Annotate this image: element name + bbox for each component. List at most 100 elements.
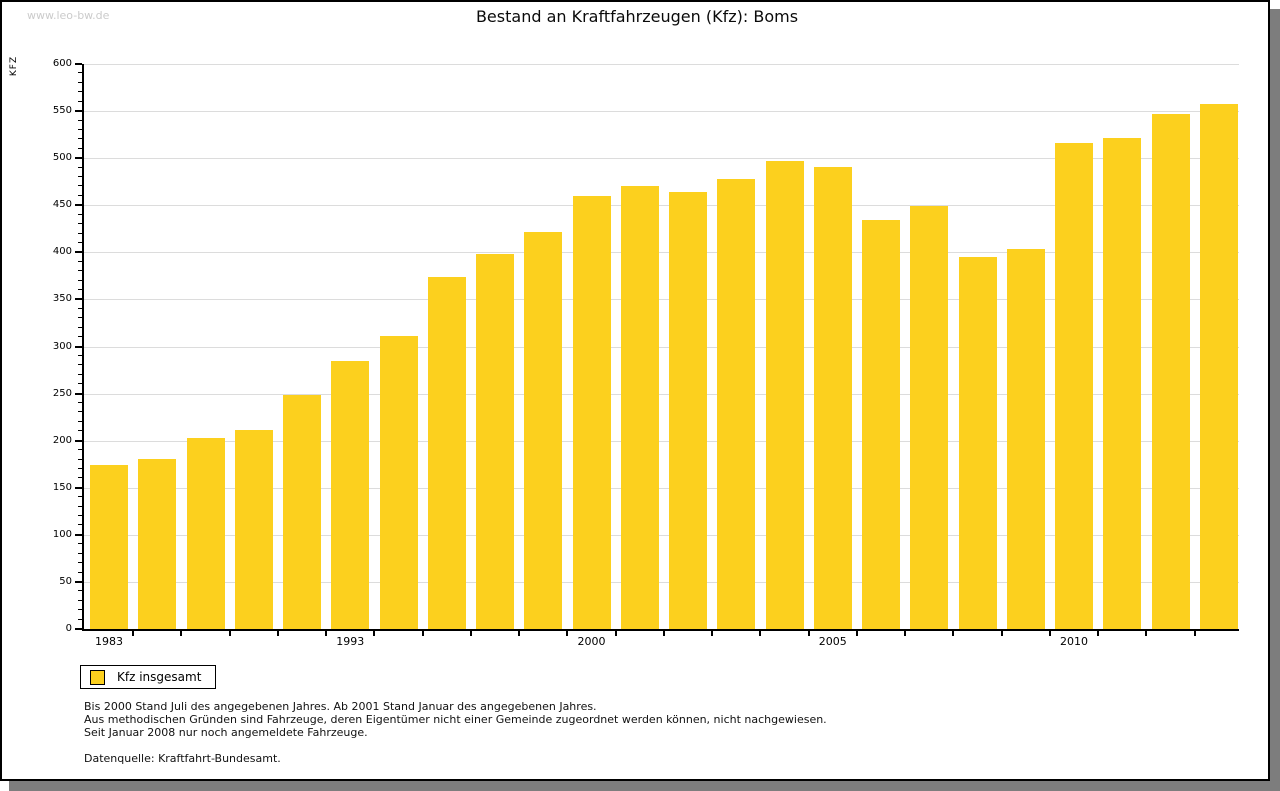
bar bbox=[1103, 138, 1142, 629]
bar bbox=[669, 192, 707, 629]
x-boundary-tick bbox=[132, 631, 134, 636]
y-minor-tick bbox=[78, 354, 82, 356]
x-tick-label: 2005 bbox=[818, 635, 847, 648]
y-minor-tick bbox=[78, 336, 82, 338]
gridline bbox=[84, 346, 1239, 348]
bar bbox=[379, 336, 418, 629]
y-minor-tick bbox=[78, 326, 82, 328]
y-major-tick bbox=[75, 345, 82, 348]
gridline bbox=[84, 205, 1239, 207]
bar bbox=[138, 458, 177, 629]
x-boundary-tick bbox=[711, 631, 713, 636]
y-minor-tick bbox=[78, 552, 82, 554]
y-minor-tick bbox=[78, 420, 82, 422]
y-minor-tick bbox=[78, 72, 82, 74]
y-tick-label: 550 bbox=[52, 105, 72, 117]
x-boundary-tick bbox=[469, 631, 472, 636]
x-boundary-tick bbox=[952, 631, 955, 636]
bar bbox=[572, 195, 611, 629]
gridline bbox=[84, 111, 1239, 113]
y-minor-tick bbox=[78, 185, 82, 187]
gridline bbox=[84, 487, 1239, 489]
y-minor-tick bbox=[78, 128, 82, 130]
chart-title: Bestand an Kraftfahrzeugen (Kfz): Boms bbox=[475, 7, 799, 26]
x-boundary-tick bbox=[566, 631, 569, 636]
y-major-tick bbox=[75, 628, 82, 630]
bar bbox=[1199, 103, 1238, 629]
y-tick-label: 350 bbox=[52, 293, 72, 305]
y-minor-tick bbox=[78, 279, 82, 281]
y-minor-tick bbox=[78, 590, 82, 592]
y-tick-label: 600 bbox=[52, 58, 72, 69]
y-minor-tick bbox=[78, 138, 82, 140]
legend-box: Kfz insgesamt bbox=[80, 665, 217, 689]
y-minor-tick bbox=[78, 147, 82, 149]
x-boundary-tick bbox=[1000, 631, 1003, 636]
bar bbox=[476, 254, 514, 629]
footnote-line: Aus methodischen Gründen sind Fahrzeuge,… bbox=[84, 713, 827, 726]
x-boundary-tick bbox=[276, 631, 279, 636]
y-minor-tick bbox=[78, 91, 82, 93]
y-major-tick bbox=[75, 63, 82, 65]
y-minor-tick bbox=[78, 364, 82, 366]
y-minor-tick bbox=[78, 430, 82, 432]
x-boundary-tick bbox=[1097, 631, 1099, 636]
bar bbox=[234, 430, 273, 629]
bar bbox=[717, 178, 756, 629]
gridline bbox=[84, 252, 1239, 254]
y-minor-tick bbox=[78, 176, 82, 177]
x-boundary-tick bbox=[325, 631, 327, 636]
x-boundary-tick bbox=[1145, 631, 1148, 636]
y-minor-tick bbox=[78, 618, 82, 620]
chart-frame: www.leo-bw.de Bestand an Kraftfahrzeugen… bbox=[0, 0, 1270, 781]
y-minor-tick bbox=[78, 383, 82, 385]
y-minor-tick bbox=[78, 458, 82, 460]
y-minor-tick bbox=[78, 317, 82, 319]
data-source: Datenquelle: Kraftfahrt-Bundesamt. bbox=[84, 752, 281, 765]
gridline bbox=[84, 440, 1239, 442]
y-minor-tick bbox=[78, 213, 82, 215]
y-minor-tick bbox=[78, 232, 82, 234]
y-major-tick bbox=[75, 251, 82, 254]
y-tick-label: 150 bbox=[52, 481, 72, 493]
y-minor-tick bbox=[78, 505, 82, 507]
y-minor-tick bbox=[78, 289, 82, 290]
y-minor-tick bbox=[78, 81, 82, 83]
watermark: www.leo-bw.de bbox=[27, 9, 110, 22]
x-boundary-tick bbox=[807, 631, 810, 636]
y-tick-label: 100 bbox=[52, 528, 72, 540]
y-minor-tick bbox=[78, 119, 82, 121]
x-boundary-tick bbox=[180, 631, 183, 636]
bar bbox=[958, 257, 997, 629]
y-minor-tick bbox=[78, 524, 82, 526]
bar bbox=[1055, 143, 1093, 629]
y-minor-tick bbox=[78, 609, 82, 611]
x-tick-label: 1993 bbox=[336, 635, 365, 648]
y-minor-tick bbox=[78, 496, 82, 498]
y-tick-label: 0 bbox=[65, 623, 72, 634]
y-minor-tick bbox=[78, 467, 82, 469]
y-minor-tick bbox=[78, 307, 82, 309]
bar bbox=[427, 276, 466, 629]
y-minor-tick bbox=[78, 260, 82, 262]
x-boundary-tick bbox=[855, 631, 858, 636]
drop-shadow-right bbox=[1270, 9, 1280, 791]
plot-area bbox=[82, 64, 1239, 631]
bar bbox=[620, 185, 659, 629]
y-tick-label: 200 bbox=[52, 434, 72, 446]
legend-swatch-icon bbox=[90, 669, 105, 685]
bar bbox=[283, 394, 321, 629]
y-major-tick bbox=[75, 204, 82, 207]
bar bbox=[90, 465, 128, 629]
bar bbox=[331, 360, 370, 629]
y-tick-label: 300 bbox=[52, 340, 72, 352]
x-boundary-tick bbox=[759, 631, 762, 636]
x-boundary-tick bbox=[662, 631, 665, 636]
y-tick-label: 450 bbox=[52, 199, 72, 211]
legend-label: Kfz insgesamt bbox=[117, 670, 202, 684]
gridline bbox=[84, 393, 1239, 395]
bar bbox=[186, 437, 225, 629]
y-minor-tick bbox=[78, 515, 82, 516]
bar bbox=[765, 161, 804, 629]
x-boundary-tick bbox=[904, 631, 906, 636]
